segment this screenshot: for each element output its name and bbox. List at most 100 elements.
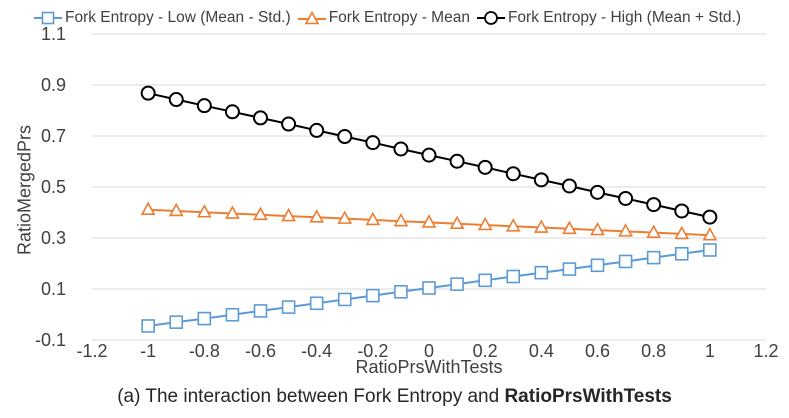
data-point-square xyxy=(225,307,240,322)
data-point-circle xyxy=(253,110,268,126)
data-point-square xyxy=(590,258,605,273)
plot-area xyxy=(140,85,718,333)
x-axis-ticks: -1.2 -1 -0.8 -0.6 -0.4 -0.2 0 0.2 0.4 0.6 0.8 1 1.2 xyxy=(76,341,778,361)
data-point-square xyxy=(141,319,155,333)
legend-marker-square-icon xyxy=(34,11,62,25)
data-point-triangle xyxy=(140,201,156,215)
data-point-circle xyxy=(533,172,549,188)
x-tick-label: -0.4 xyxy=(301,341,332,361)
data-point-triangle xyxy=(449,215,465,230)
x-tick-label: -0.6 xyxy=(245,341,276,361)
data-point-triangle xyxy=(393,212,409,227)
data-point-square xyxy=(506,269,521,284)
data-point-square xyxy=(281,300,296,314)
data-point-triangle xyxy=(196,204,212,218)
data-point-square xyxy=(534,265,549,280)
y-axis-ticks: -0.1 0.1 0.3 0.5 0.7 0.9 1.1 xyxy=(35,24,66,350)
legend-label-mean: Fork Entropy - Mean xyxy=(328,9,470,26)
data-point-square xyxy=(366,288,380,303)
data-point-square xyxy=(309,296,324,311)
legend-marker-triangle-icon xyxy=(297,10,326,25)
y-tick-label: 0.3 xyxy=(41,228,66,248)
x-tick-label: -0.2 xyxy=(357,341,388,361)
data-point-circle xyxy=(281,116,297,132)
data-point-square xyxy=(394,285,408,299)
data-point-square xyxy=(197,311,212,326)
legend-item-low: Fork Entropy - Low (Mean - Std.) xyxy=(34,9,291,27)
x-tick-label: 1 xyxy=(705,341,715,361)
data-point-triangle xyxy=(168,202,184,217)
data-point-circle xyxy=(674,203,690,219)
x-tick-label: 1.2 xyxy=(753,341,778,361)
data-point-square xyxy=(478,273,492,288)
x-axis-label: RatioPrsWithTests xyxy=(355,357,503,377)
data-point-square xyxy=(422,281,436,295)
data-point-square xyxy=(646,250,661,265)
data-point-triangle xyxy=(702,227,718,241)
y-tick-label: 0.5 xyxy=(41,177,66,197)
x-tick-label: -1 xyxy=(140,341,156,361)
data-point-circle xyxy=(168,92,184,108)
data-point-circle xyxy=(618,190,634,206)
data-point-circle xyxy=(561,178,577,194)
data-point-triangle xyxy=(477,216,493,231)
data-point-triangle xyxy=(365,211,381,226)
data-point-circle xyxy=(505,166,521,182)
y-tick-label: 0.1 xyxy=(41,279,66,299)
data-point-triangle xyxy=(225,205,240,219)
gridlines xyxy=(92,33,766,341)
data-point-circle xyxy=(477,159,493,175)
x-tick-label: -0.8 xyxy=(189,341,220,361)
y-tick-label: 0.9 xyxy=(41,75,66,95)
data-point-circle xyxy=(393,141,409,157)
x-tick-label: 0.2 xyxy=(473,341,498,361)
data-point-square xyxy=(450,277,464,291)
y-tick-label: -0.1 xyxy=(35,330,66,350)
data-point-square xyxy=(618,254,633,269)
data-point-triangle xyxy=(590,221,605,236)
data-point-circle xyxy=(421,147,437,163)
data-point-triangle xyxy=(618,223,633,237)
data-point-triangle xyxy=(281,207,296,222)
figure-caption: (a) The interaction between Fork Entropy… xyxy=(0,386,789,408)
data-point-triangle xyxy=(337,210,353,224)
data-point-triangle xyxy=(309,209,325,223)
data-point-circle xyxy=(309,122,325,138)
data-point-square xyxy=(337,292,352,307)
data-point-square xyxy=(703,243,717,257)
legend: Fork Entropy - Low (Mean - Std.) Fork En… xyxy=(34,7,748,29)
data-point-triangle xyxy=(533,219,549,233)
data-point-circle xyxy=(449,153,465,169)
data-point-triangle xyxy=(253,206,268,221)
legend-label-low: Fork Entropy - Low (Mean - Std.) xyxy=(65,9,291,26)
data-point-triangle xyxy=(562,220,577,235)
data-point-square xyxy=(562,262,577,276)
caption-bold-text: RatioPrsWithTests xyxy=(504,386,672,407)
y-axis-label: RatioMergedPrs xyxy=(14,124,35,256)
caption-text: (a) The interaction between Fork Entropy… xyxy=(117,386,505,407)
x-tick-label: 0 xyxy=(424,341,434,361)
data-point-circle xyxy=(365,135,381,151)
x-tick-label: 0.6 xyxy=(585,341,610,361)
data-point-square xyxy=(674,247,689,261)
data-point-triangle xyxy=(505,218,521,232)
legend-label-high: Fork Entropy - High (Mean + Std.) xyxy=(507,9,741,26)
data-point-square xyxy=(253,304,268,318)
y-tick-label: 1.1 xyxy=(41,24,66,44)
data-point-triangle xyxy=(421,214,437,228)
data-point-circle xyxy=(590,184,605,200)
data-point-triangle xyxy=(674,225,690,240)
x-tick-label: 0.4 xyxy=(529,341,554,361)
y-tick-label: 0.7 xyxy=(41,126,66,146)
data-point-square xyxy=(169,315,184,329)
legend-item-mean: Fork Entropy - Mean xyxy=(297,9,470,27)
legend-marker-circle-icon xyxy=(476,11,505,25)
data-point-circle xyxy=(224,104,240,120)
data-point-triangle xyxy=(646,224,662,238)
legend-item-high: Fork Entropy - High (Mean + Std.) xyxy=(476,9,741,27)
data-point-circle xyxy=(646,197,662,213)
x-tick-label: 0.8 xyxy=(641,341,666,361)
data-point-circle xyxy=(140,85,156,101)
data-point-circle xyxy=(337,129,353,145)
